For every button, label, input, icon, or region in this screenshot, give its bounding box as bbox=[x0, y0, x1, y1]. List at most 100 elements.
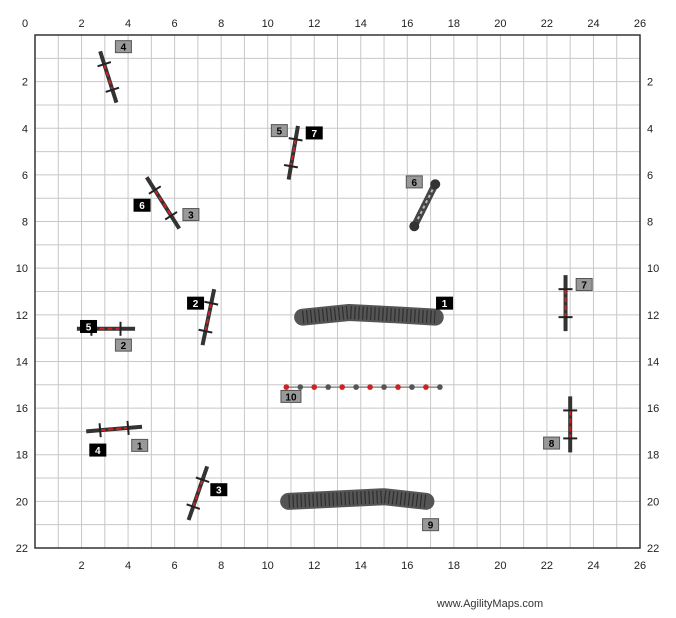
number-label: 3 bbox=[182, 208, 200, 222]
number-label: 5 bbox=[80, 319, 98, 333]
y-tick-left: 10 bbox=[16, 263, 28, 275]
weave-pole bbox=[353, 384, 359, 390]
number-label-text: 8 bbox=[549, 439, 555, 450]
y-tick-left: 6 bbox=[22, 170, 28, 182]
y-tick-right: 8 bbox=[647, 217, 653, 229]
number-label-box bbox=[182, 208, 200, 222]
y-tick-right: 20 bbox=[647, 496, 659, 508]
number-label: 2 bbox=[114, 338, 132, 352]
axis-ticks: 0 224466881010121214141616181820202222242… bbox=[16, 18, 660, 572]
number-label: 9 bbox=[422, 518, 440, 532]
jump-frame bbox=[86, 424, 143, 434]
y-tick-left: 16 bbox=[16, 403, 28, 415]
number-label-text: 5 bbox=[277, 127, 283, 138]
x-tick-bottom: 14 bbox=[355, 560, 367, 572]
number-label: 7 bbox=[305, 126, 323, 140]
y-tick-left: 4 bbox=[22, 123, 28, 135]
jump-frame bbox=[286, 125, 300, 180]
x-tick-top: 14 bbox=[355, 18, 367, 30]
weave-pole bbox=[423, 384, 429, 390]
tunnel-ribs bbox=[301, 305, 436, 324]
number-label-box bbox=[133, 198, 151, 212]
number-label-box bbox=[270, 124, 288, 138]
tire-end bbox=[409, 221, 420, 232]
number-label-box bbox=[131, 438, 149, 452]
jump-wing bbox=[148, 185, 162, 195]
number-label-box bbox=[210, 483, 228, 497]
jump-bar bbox=[100, 426, 129, 432]
y-tick-right: 2 bbox=[647, 77, 653, 89]
y-tick-left: 8 bbox=[22, 217, 28, 229]
weave-poles-10 bbox=[283, 384, 443, 390]
number-label: 3 bbox=[210, 483, 228, 497]
jump-wing bbox=[126, 420, 130, 435]
weave-pole bbox=[367, 384, 373, 390]
x-tick-top: 22 bbox=[541, 18, 553, 30]
number-label-box bbox=[422, 518, 440, 532]
jump-bar bbox=[153, 189, 172, 217]
number-label-text: 5 bbox=[86, 322, 92, 333]
jump-wing bbox=[164, 211, 178, 221]
number-label-text: 4 bbox=[121, 43, 127, 54]
number-label: 1 bbox=[436, 296, 454, 310]
number-label-text: 10 bbox=[285, 392, 297, 403]
tunnel-1 bbox=[294, 303, 444, 326]
x-tick-bottom: 18 bbox=[448, 560, 460, 572]
jump-wing bbox=[195, 476, 210, 484]
x-tick-bottom: 22 bbox=[541, 560, 553, 572]
jump-frame bbox=[186, 465, 210, 521]
x-tick-top: 18 bbox=[448, 18, 460, 30]
y-tick-left: 18 bbox=[16, 450, 28, 462]
y-tick-left: 2 bbox=[22, 77, 28, 89]
number-label: 6 bbox=[133, 198, 151, 212]
number-label-box bbox=[405, 175, 423, 189]
jump-wing bbox=[98, 423, 102, 438]
number-label-box bbox=[305, 126, 323, 140]
jump-wing bbox=[288, 137, 303, 142]
credit-text: www.AgilityMaps.com bbox=[436, 598, 543, 610]
number-label: 8 bbox=[543, 436, 561, 450]
y-tick-right: 22 bbox=[647, 543, 659, 555]
x-tick-top: 26 bbox=[634, 18, 646, 30]
x-tick-top: 2 bbox=[78, 18, 84, 30]
weave-pole bbox=[339, 384, 345, 390]
x-tick-bottom: 2 bbox=[78, 560, 84, 572]
x-tick-top: 10 bbox=[262, 18, 274, 30]
x-tick-top: 8 bbox=[218, 18, 224, 30]
number-label: 1 bbox=[131, 438, 149, 452]
number-label-text: 1 bbox=[137, 441, 143, 452]
grid bbox=[34, 34, 641, 549]
jump-a bbox=[97, 50, 120, 104]
jump-frame bbox=[145, 176, 181, 230]
y-tick-left: 12 bbox=[16, 310, 28, 322]
number-label-text: 6 bbox=[412, 178, 418, 189]
obstacles bbox=[76, 50, 578, 521]
y-tick-left: 22 bbox=[16, 543, 28, 555]
y-tick-right: 4 bbox=[647, 123, 653, 135]
jump-f bbox=[86, 420, 143, 438]
x-tick-top: 24 bbox=[587, 18, 599, 30]
jump-i bbox=[563, 396, 578, 453]
x-tick-bottom: 10 bbox=[262, 560, 274, 572]
jump-bar bbox=[103, 63, 114, 91]
number-label-text: 9 bbox=[428, 521, 434, 532]
number-label-box bbox=[114, 338, 132, 352]
tire-ring bbox=[413, 183, 437, 227]
jump-d bbox=[198, 288, 219, 346]
x-tick-bottom: 26 bbox=[634, 560, 646, 572]
jump-wing bbox=[198, 328, 213, 334]
number-label: 6 bbox=[405, 175, 423, 189]
number-label: 4 bbox=[114, 40, 132, 54]
weave-pole bbox=[437, 384, 443, 390]
x-tick-top: 20 bbox=[494, 18, 506, 30]
number-label-text: 1 bbox=[442, 299, 448, 310]
x-tick-top: 4 bbox=[125, 18, 131, 30]
jump-wing bbox=[97, 61, 112, 68]
number-label-text: 7 bbox=[311, 129, 317, 140]
y-tick-left: 20 bbox=[16, 496, 28, 508]
x-tick-bottom: 12 bbox=[308, 560, 320, 572]
number-label-text: 4 bbox=[95, 446, 101, 457]
number-label-text: 2 bbox=[121, 341, 127, 352]
weave-pole bbox=[395, 384, 401, 390]
